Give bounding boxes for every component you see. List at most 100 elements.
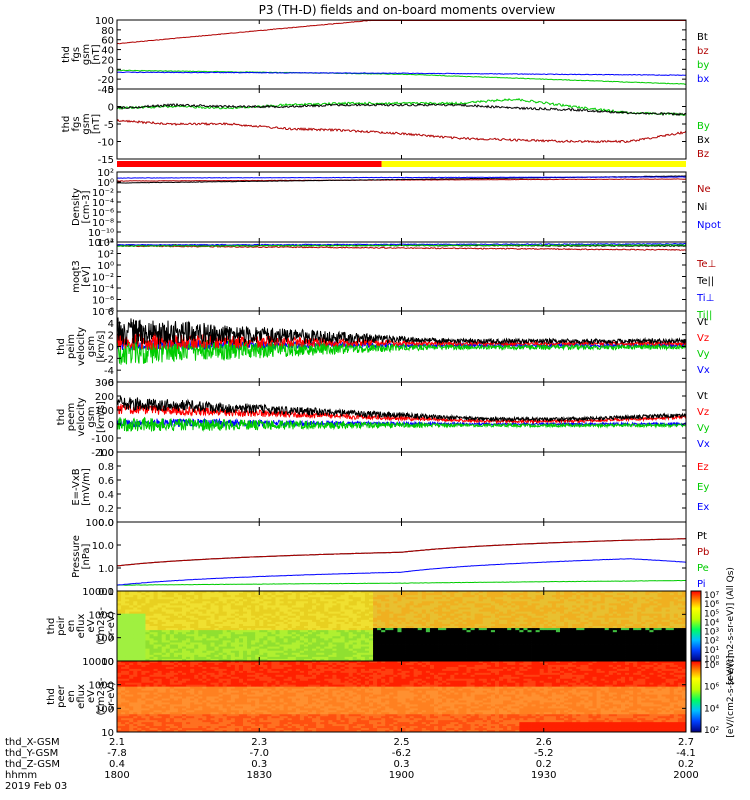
y-tick-label: 60 [101,36,114,47]
y-tick-label: 10⁴ [97,238,114,249]
series-line-vy [116,337,687,365]
y-tick-label: 10⁰ [97,261,114,272]
colorbar-tick-label: 10² [704,726,719,736]
chart-title: P3 (TH-D) fields and on-board moments ov… [259,3,556,17]
y-tick-label: -15 [98,155,114,166]
legend-entry-vx: Vx [697,365,710,376]
legend-entry-vt: Vt [697,317,708,328]
y-tick-label: 80 [101,26,114,37]
series-line-vy [116,416,687,432]
y-tick-label: -5 [104,120,114,131]
y-axis-label-line: thd [61,116,72,133]
y-tick-label: 0 [108,103,114,114]
x-axis-tick-label: 0.2 [678,759,694,770]
x-axis-row-label: hhmm [5,770,37,781]
y-axis-label-line: E=-VxB [71,468,82,505]
y-axis-label-line: eV [86,690,97,703]
colorbar-tick-label: 10² [704,637,719,647]
series-line-bz [116,118,687,144]
colorbar-label-text: [eV/(cm2-s-sr-eV)] (All Qs) [726,567,736,685]
legend-entry-pb: Pb [697,547,709,558]
y-tick-label: 10 [101,728,114,739]
legend-entry-vz: Vz [697,333,709,344]
x-axis-tick-label: 0.3 [251,759,267,770]
x-axis-tick-label: 0.2 [536,759,552,770]
y-tick-label: 10² [97,168,114,179]
legend-entry-vt: Vt [697,391,708,402]
y-tick-label: 100 [95,634,114,645]
y-axis-label-line: sr-eV) [106,611,117,640]
x-axis-tick-label: 1830 [247,770,272,781]
y-tick-label: 1.0 [98,448,114,459]
y-tick-label: 300 [95,378,114,389]
y-tick-label: 5 [108,85,114,96]
series-line-bx [116,71,687,76]
y-axis-label-line: (cm2-s- [96,607,107,645]
legend-entry-npot: Npot [697,220,721,231]
y-tick-label: 0 [108,65,114,76]
x-axis-row-label: thd_Z-GSM [5,759,60,770]
y-tick-label: 20 [101,55,114,66]
date-label: 2019 Feb 03 [5,781,67,792]
legend-entry-bz: Bz [697,149,709,160]
legend-entry-te||: Te|| [696,276,714,287]
y-tick-label: 10000 [82,587,114,598]
y-tick-label: 10⁻⁸ [92,218,114,229]
colorbar-tick-label: 10¹ [704,646,719,656]
y-tick-label: -4 [104,366,114,377]
series-line-ne [117,178,687,182]
y-axis-label-line: peer [56,684,67,708]
y-axis-label-peem-velocity: thd peem velocity gsm [km/s] [56,397,107,436]
y-tick-label: 0 [108,343,114,354]
y-axis-label-density: Density [cm-3] [71,188,92,226]
x-axis-tick-label: 2.1 [109,737,125,748]
y-tick-label: -2 [104,354,114,365]
x-axis-tick-label: -7.8 [107,748,127,759]
colorbar-tick-label: 10⁴ [704,618,719,628]
y-axis-label-line: peem [66,403,77,431]
y-tick-label: 1000 [89,610,114,621]
colorbar-tick-label: 10⁸ [704,661,719,671]
y-tick-label: 0.1 [98,587,114,598]
y-axis-label-line: fgs [71,47,82,62]
y-tick-label: 10 [101,657,114,668]
y-axis-label-line: eflux [76,684,87,709]
y-axis-label-line: [nT] [91,114,102,134]
colorbar-2 [690,660,702,733]
y-axis-label-line: peir [56,615,67,635]
colorbar-1 [690,590,702,662]
y-axis-label-line: thd [56,409,67,426]
x-axis-tick-label: 2.6 [536,737,552,748]
x-axis-tick-label: 1900 [389,770,414,781]
y-tick-label: 10⁻² [92,188,114,199]
y-tick-label: 0.4 [98,490,114,501]
legend-entry-bz: bz [697,46,709,57]
legend-entry-vy: Vy [697,423,710,434]
y-tick-label: 6 [108,307,114,318]
y-tick-label: 1000 [89,681,114,692]
legend-entry-bt: Bt [697,32,708,43]
colorbar-tick-label: 10⁷ [704,591,719,601]
legend-entry-pt: Pt [697,531,707,542]
panel-frame-efield [116,451,687,523]
y-axis-label-line: thd [61,46,72,63]
y-tick-label: -40 [98,85,114,96]
x-axis-row-label: thd_X-GSM [5,737,60,748]
y-tick-label: 100 [95,16,114,27]
y-tick-label: 10⁻⁴ [92,198,114,209]
y-axis-label-line: Pressure [71,535,82,578]
y-tick-label: -6 [104,378,114,389]
colorbar-tick-label: 10⁰ [704,655,719,665]
legend-entry-te⊥: Te⊥ [696,259,716,270]
series-line-by [116,97,686,117]
x-axis-tick-label: 2.7 [678,737,694,748]
y-axis-label-line: [cm-3] [81,190,92,223]
y-tick-label: 10⁻⁸ [92,307,114,318]
x-axis-tick-label: 2000 [673,770,698,781]
y-axis-label-line: gsm [86,336,97,357]
series-line-pe [117,579,687,586]
legend-entry-bx: bx [697,74,709,85]
y-tick-label: 10⁻¹⁰ [88,228,114,239]
y-axis-label-temperature: moqt3 [eV] [71,260,92,293]
panel-frame-fgs-gsm-dsl [116,88,687,160]
